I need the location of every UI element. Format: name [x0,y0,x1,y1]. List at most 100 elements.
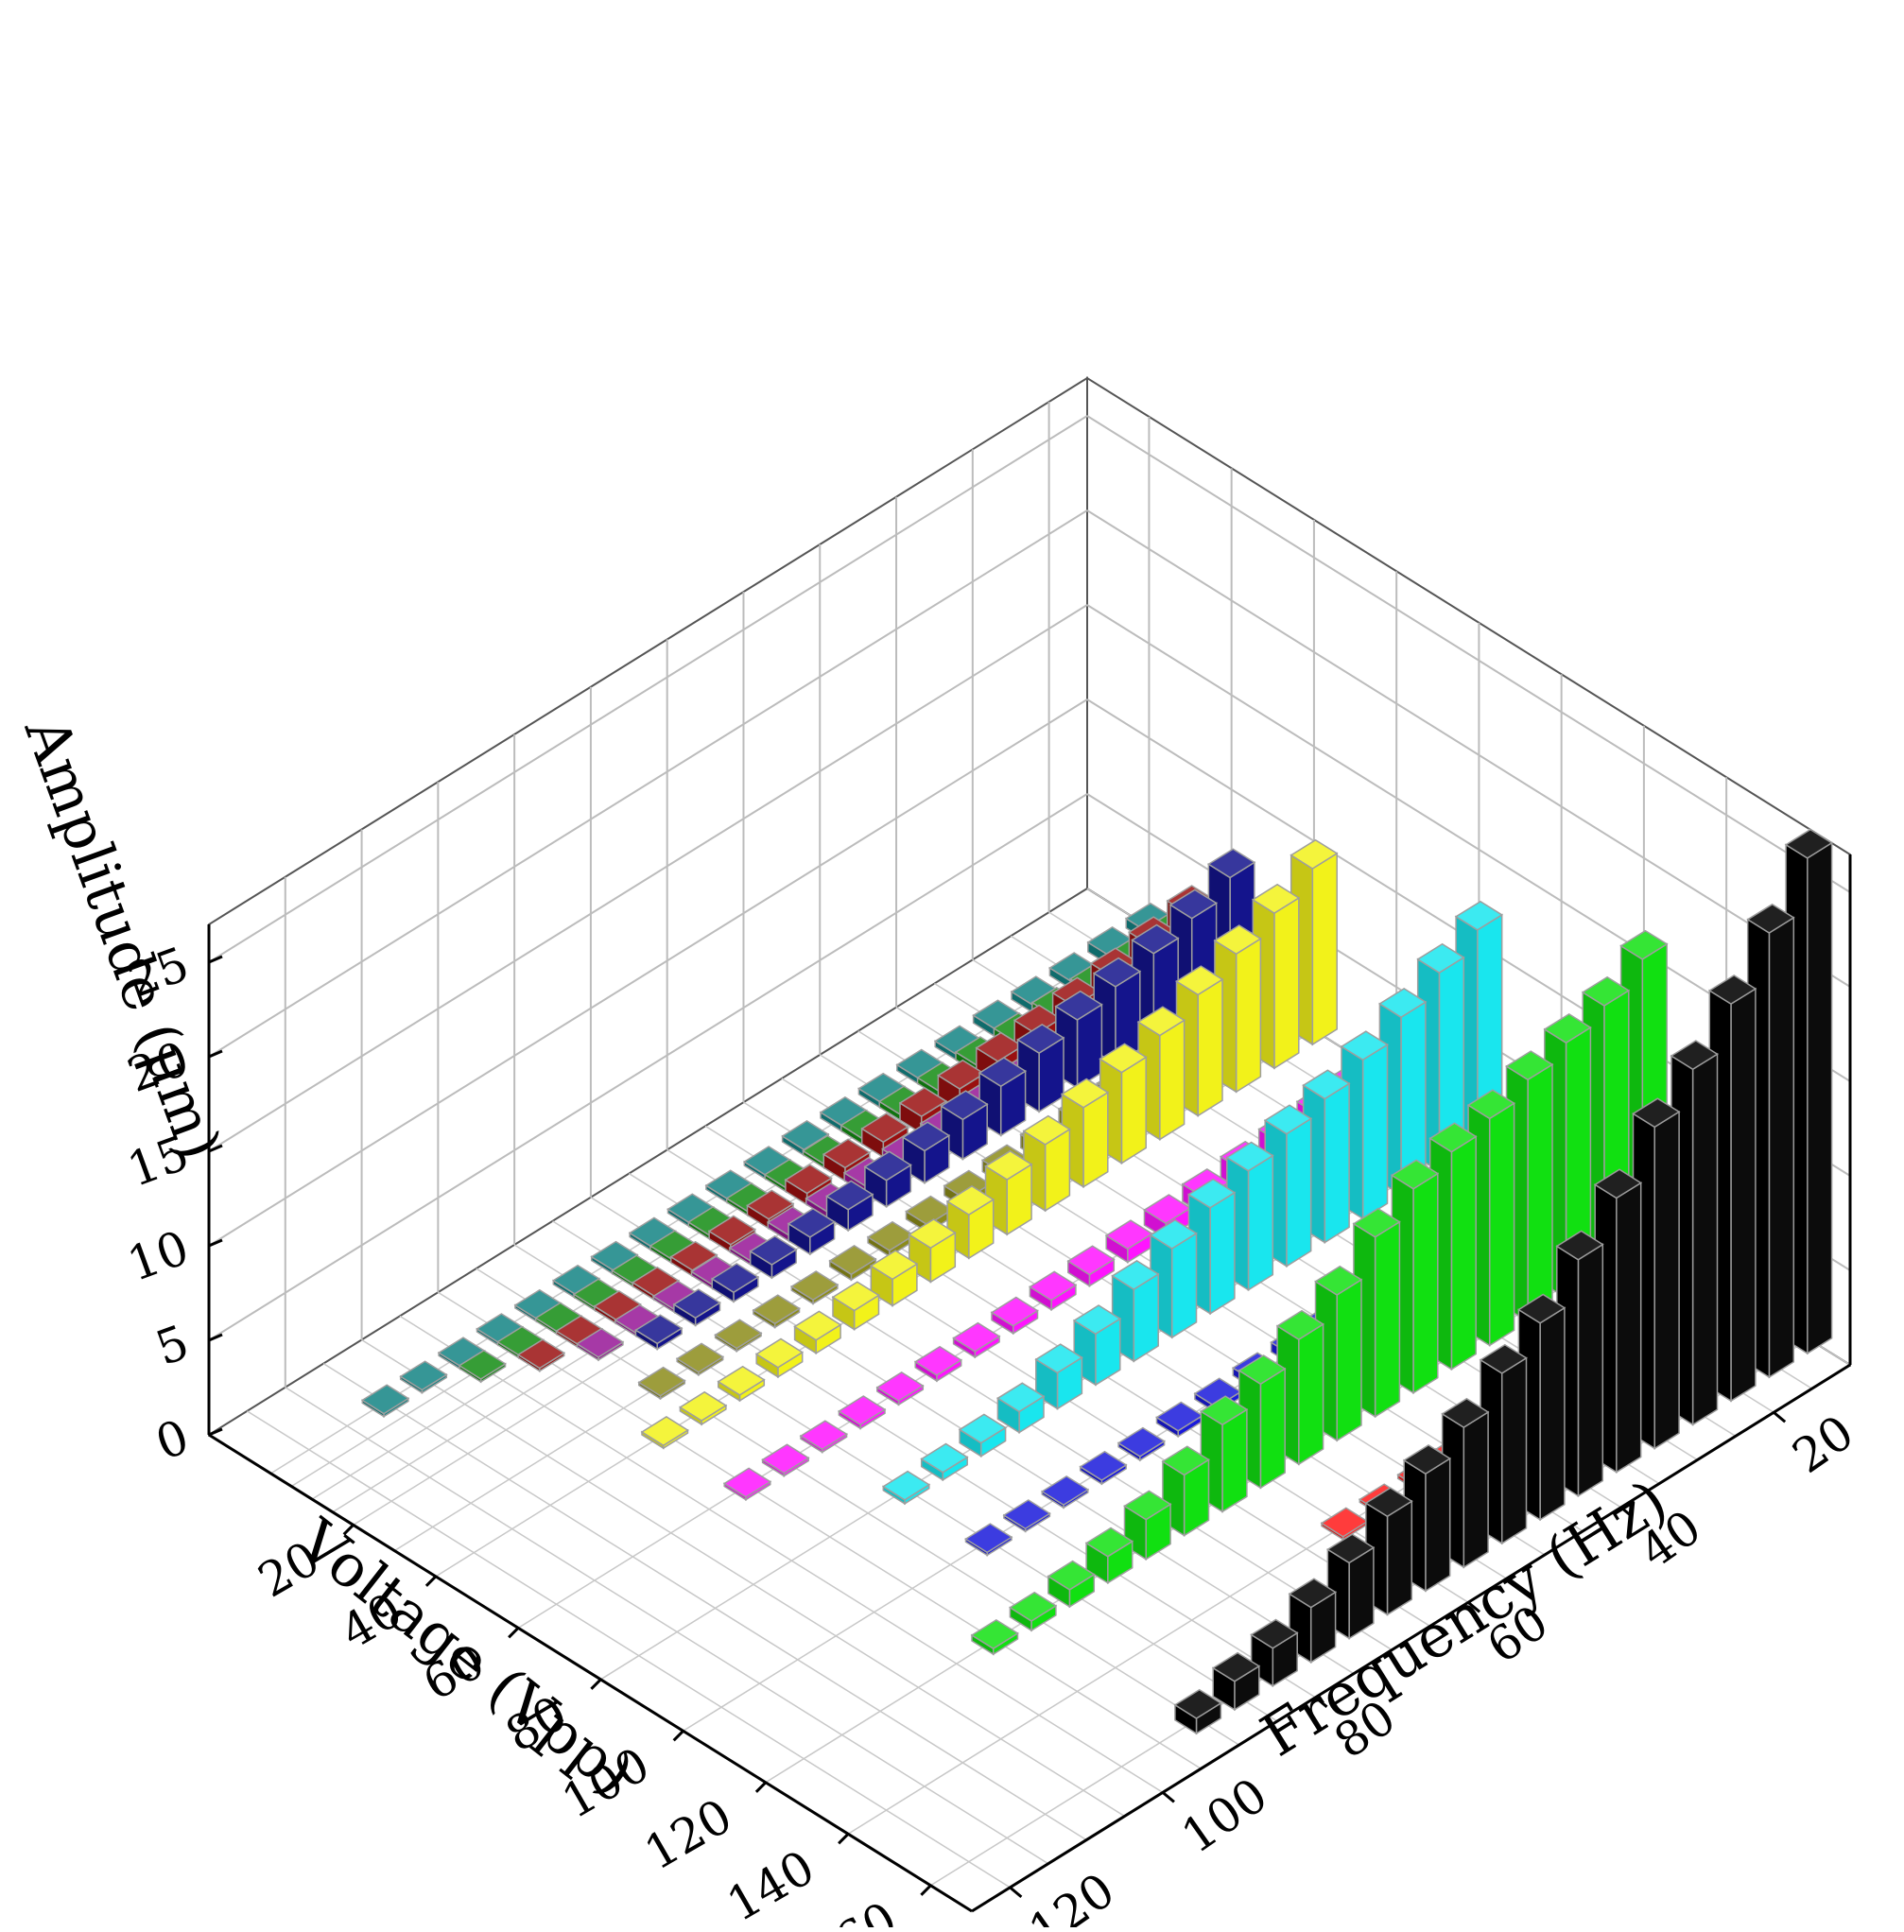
floor-gridline [285,1387,1049,1865]
bar [1377,988,1428,1197]
bar-top [1084,1527,1134,1558]
z-tick [208,1144,223,1153]
x-tick [1619,1506,1634,1518]
bar [1175,965,1224,1117]
y-tick-label: 120 [635,1788,741,1881]
bar-top [1136,1006,1186,1037]
bar-top [1619,929,1669,960]
bar-top [1325,1533,1376,1564]
bar-top [1066,1245,1116,1276]
bar-top [1175,965,1224,996]
x-tick-label: 100 [1172,1768,1277,1864]
bar-face [1120,1056,1147,1164]
z-gridline [1086,415,1851,893]
x-tick [1773,1411,1787,1423]
bar [789,1270,839,1305]
bar [761,1443,810,1477]
bar-face [1691,1052,1719,1426]
bar [1104,1219,1154,1264]
bar-top [516,1338,566,1370]
bar [1320,1507,1369,1542]
bar [458,1349,507,1384]
bar-top [575,1327,625,1358]
bar-top [1211,1651,1261,1682]
bar-top [754,1337,805,1369]
bar-face [1807,841,1833,1355]
bar [970,1619,1019,1656]
z-tick [208,1049,223,1059]
z-gridline [208,699,1088,1247]
z-tick [208,1238,223,1248]
bar-top [866,1220,916,1251]
bar-top [1028,1270,1078,1302]
bar-top [1581,975,1631,1007]
bar [1084,1527,1134,1585]
z-gridline [208,415,1088,963]
bar [710,1263,760,1303]
bar-top [752,1294,801,1325]
bar-top [1225,1141,1274,1172]
bar-top [1466,1089,1516,1120]
bar-face [1286,1117,1312,1268]
bar-top [669,1240,718,1271]
bar-top [1022,1114,1071,1146]
bar-top [1168,888,1219,920]
y-axis-line [971,1363,1851,1913]
bar-face [1412,1172,1439,1395]
bar-top [1054,990,1103,1021]
bar [722,1467,772,1502]
bar-top [1707,975,1757,1005]
bar-top [831,1281,880,1312]
bar-top [634,1314,684,1345]
bar-top [936,1059,986,1090]
bar-top [360,1384,410,1415]
bar [672,1288,721,1327]
bar-top [1479,1343,1528,1374]
bar [678,1390,728,1426]
floor-gridline [322,1362,1087,1841]
bar [516,1338,566,1372]
y-tick [920,1884,932,1896]
bar-top [1320,1507,1369,1538]
bar-top [1516,1293,1566,1324]
bar-top [1364,1487,1413,1518]
bar-top [787,1207,837,1238]
bar-top [952,1321,1001,1353]
bar-top [793,1310,842,1341]
bar [1054,990,1103,1090]
y-tick [342,1524,355,1536]
bar-top [799,1420,849,1451]
bar-top [869,1250,919,1281]
bar-top [1428,1122,1478,1153]
bar-face [1324,1082,1350,1244]
bar-face [1374,1220,1401,1419]
bar-face [1209,1191,1236,1316]
bar-top [825,1180,874,1211]
bar [1116,1426,1167,1462]
z-gridline [208,793,1088,1341]
bar-top [1441,1397,1490,1428]
bar-face [1730,987,1757,1403]
bar-top [1111,1260,1160,1290]
bar [1066,1245,1116,1287]
bar-top [1454,900,1504,931]
bar-top [940,1090,989,1121]
bar [1008,1591,1058,1632]
bar-top [1352,1207,1401,1238]
bar-top [1155,1401,1204,1432]
bar [920,1442,969,1482]
y-tick [672,1730,684,1742]
bar-face [1170,1232,1198,1339]
bar-face [1488,1101,1515,1347]
bar-top [1131,923,1180,955]
bar-top [920,1442,969,1474]
bar [875,1371,925,1406]
bar-top [837,1395,887,1426]
bar-top [1238,1354,1287,1386]
bar-top [1016,1024,1065,1054]
bar-top [1047,1560,1096,1591]
bar-face [1235,937,1262,1094]
bar-top [1123,1490,1172,1521]
bar-top [1390,1159,1440,1190]
bar-top [1275,1309,1325,1340]
